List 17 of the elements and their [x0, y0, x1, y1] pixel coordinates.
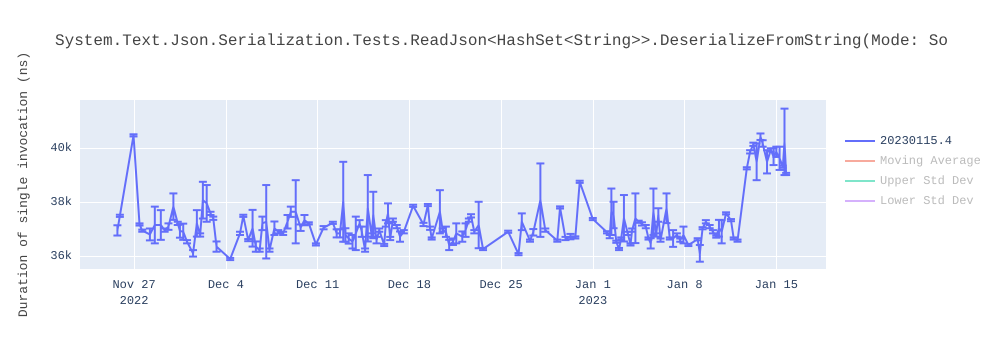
legend-label: Lower Std Dev	[880, 194, 974, 208]
legend-label: Upper Std Dev	[880, 174, 974, 188]
y-tick-label: 40k	[50, 141, 72, 156]
legend-label: Moving Average	[880, 154, 981, 168]
y-axis-title: Duration of single invocation (ns)	[16, 52, 31, 318]
x-tick-label: Dec 11	[296, 278, 340, 292]
x-tick-label: Dec 4	[208, 278, 244, 292]
chart-title: System.Text.Json.Serialization.Tests.ReadJson<HashSet<String>>.DeserializeFromString(Mode: So	[55, 32, 948, 50]
x-tick-label: Dec 25	[479, 278, 523, 292]
y-tick-label: 38k	[50, 195, 72, 210]
x-tick-label: Dec 18	[388, 278, 431, 292]
x-tick-label: Nov 27 2022	[112, 278, 156, 308]
legend-label: 20230115.4	[880, 134, 952, 148]
y-tick-label: 36k	[50, 249, 72, 264]
x-tick-label: Jan 1 2023	[574, 278, 611, 308]
x-tick-label: Jan 8	[666, 278, 703, 292]
x-tick-label: Jan 15	[754, 278, 798, 292]
